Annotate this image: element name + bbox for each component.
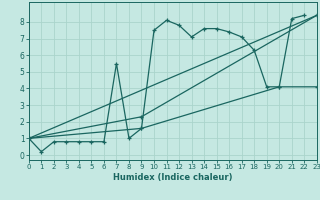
X-axis label: Humidex (Indice chaleur): Humidex (Indice chaleur) [113, 173, 233, 182]
